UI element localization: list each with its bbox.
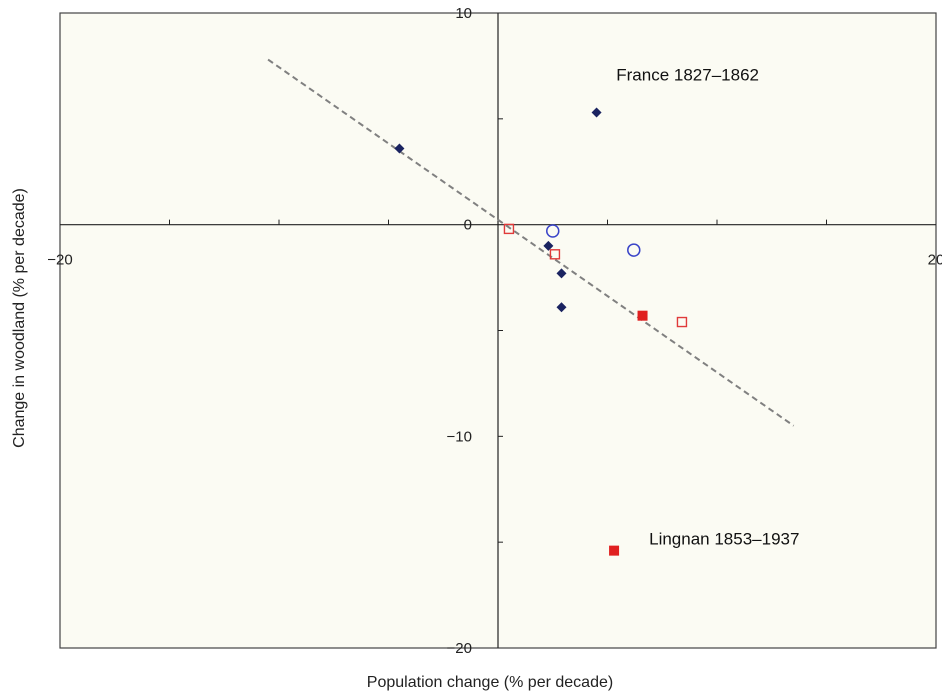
data-point-circle xyxy=(546,224,560,238)
data-point-circle xyxy=(627,243,641,257)
data-point-square-open xyxy=(503,223,515,235)
data-point-diamond xyxy=(591,107,602,118)
data-point-diamond xyxy=(556,302,567,313)
y-tick-label: −20 xyxy=(447,640,472,657)
y-tick-label: 10 xyxy=(455,5,472,22)
y-tick-label: 0 xyxy=(464,217,472,234)
data-points xyxy=(394,107,688,556)
data-point-square-filled xyxy=(609,545,620,556)
y-axis-label: Change in woodland (% per decade) xyxy=(11,188,28,448)
annotations: France 1827–1862 Lingnan 1853–1937 xyxy=(616,66,799,549)
data-point-diamond xyxy=(394,143,405,154)
data-point-square-open xyxy=(549,249,561,260)
data-point-diamond xyxy=(556,268,567,279)
x-tick-label: −20 xyxy=(47,252,72,269)
tick-labels: −20 20 10 0 −10 −20 xyxy=(47,5,942,657)
data-point-square-filled xyxy=(637,310,648,321)
annotation-label: Lingnan 1853–1937 xyxy=(649,529,799,548)
trendline xyxy=(267,58,795,427)
data-point-square-open xyxy=(676,316,688,328)
data-point-diamond xyxy=(543,240,554,251)
y-tick-label: −10 xyxy=(447,428,472,445)
annotation-label: France 1827–1862 xyxy=(616,66,759,85)
x-axis-label: Population change (% per decade) xyxy=(367,674,613,691)
trendline-group xyxy=(267,58,795,427)
axes xyxy=(60,13,936,648)
x-tick-label: 20 xyxy=(928,252,942,269)
